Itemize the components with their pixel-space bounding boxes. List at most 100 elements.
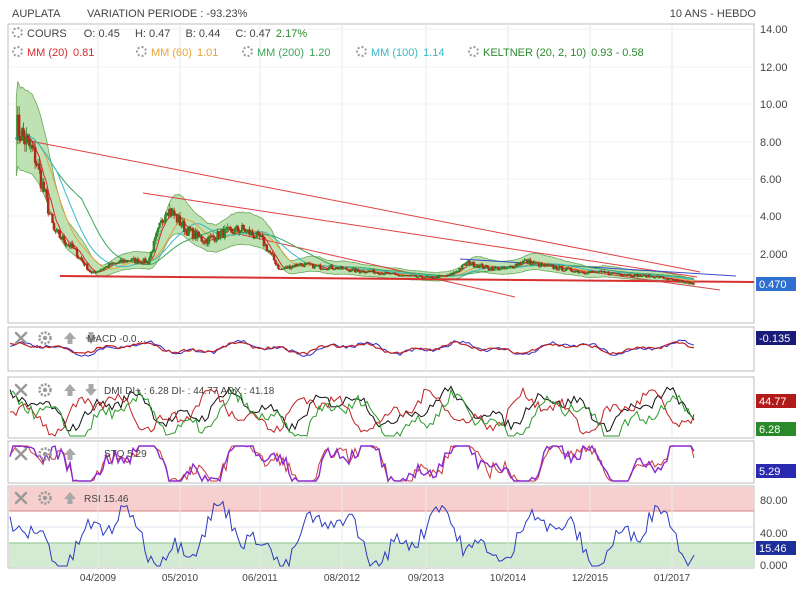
trendline[interactable]	[142, 192, 698, 278]
candle-body	[666, 279, 670, 281]
candle-body	[624, 274, 628, 276]
candle-body	[565, 267, 568, 271]
candle-body	[261, 235, 264, 238]
arrow-up-icon[interactable]	[64, 492, 76, 504]
candle-body	[278, 268, 282, 270]
candle-body	[505, 266, 509, 269]
candle-body	[689, 282, 693, 284]
candle-body	[673, 279, 677, 281]
candle-body	[380, 273, 383, 275]
candle-body	[103, 267, 106, 269]
candle-body	[430, 276, 434, 278]
arrow-up-icon[interactable]	[64, 384, 76, 396]
trendline[interactable]	[459, 258, 737, 277]
candle-body	[530, 261, 534, 265]
candle-body	[432, 276, 435, 279]
gear-icon[interactable]	[242, 46, 253, 57]
candle-body	[246, 229, 250, 231]
candle-body	[94, 272, 98, 274]
indicator-label: KELTNER (20, 2, 10)	[483, 47, 587, 59]
candle-body	[333, 269, 337, 271]
close-icon[interactable]	[14, 447, 28, 461]
symbol-title: AUPLATA	[12, 8, 61, 20]
candle-body	[377, 272, 380, 275]
candle-body	[407, 275, 410, 277]
period-label[interactable]: 10 ANS - HEBDO	[669, 8, 756, 20]
gear-icon[interactable]	[136, 46, 147, 57]
candle-body	[581, 271, 584, 273]
indicator-0[interactable]: MM (20) 0.81	[12, 46, 94, 59]
gear-icon[interactable]	[468, 46, 479, 57]
candle-body	[620, 275, 623, 277]
candle-body	[382, 274, 386, 276]
candle-body	[143, 258, 147, 264]
candle-body	[391, 273, 394, 275]
candle-body	[558, 266, 561, 270]
arrow-up-icon[interactable]	[64, 448, 76, 460]
candle-body	[336, 266, 339, 270]
trendline[interactable]	[59, 275, 755, 283]
candle-body	[678, 280, 681, 282]
rsi-y-tick-label: 0.000	[760, 560, 788, 572]
close-icon[interactable]	[14, 331, 28, 345]
candle-body	[256, 231, 260, 233]
x-gridlines	[97, 24, 673, 568]
candle-body	[440, 275, 444, 277]
candle-body	[656, 275, 659, 277]
candle-body	[45, 189, 48, 198]
candle-body	[463, 264, 467, 266]
candle-body	[545, 264, 548, 267]
indicator-4[interactable]: KELTNER (20, 2, 10) 0.93 - 0.58	[468, 46, 644, 59]
candle-body	[184, 229, 187, 232]
y-tick-label: 2.000	[760, 249, 788, 261]
trendline[interactable]	[229, 231, 516, 298]
gear-icon[interactable]	[356, 46, 367, 57]
close-icon[interactable]	[14, 491, 28, 505]
indicator-toolbars[interactable]	[14, 331, 97, 505]
indicator-1[interactable]: MM (60) 1.01	[136, 46, 218, 59]
candle-body	[529, 259, 532, 265]
di-minus-line	[10, 386, 695, 437]
gear-icon[interactable]	[38, 447, 52, 461]
candle-body	[524, 259, 528, 261]
candle-body	[209, 236, 212, 238]
arrow-down-icon[interactable]	[85, 332, 97, 344]
candle-body	[527, 259, 531, 264]
candle-body	[313, 265, 316, 269]
candle-body	[588, 271, 591, 273]
candle-body	[608, 274, 612, 276]
candle-body	[339, 266, 342, 269]
gear-icon[interactable]	[38, 383, 52, 397]
candle-body	[578, 272, 581, 274]
candle-body	[490, 267, 493, 270]
candle-body	[113, 262, 116, 264]
indicator-label: MM (200)	[257, 47, 305, 59]
candle-body	[492, 266, 496, 271]
candle-body	[517, 262, 520, 266]
price-last-badge-text: 0.470	[759, 279, 787, 291]
candle-body	[327, 266, 331, 270]
arrow-down-icon[interactable]	[85, 384, 97, 396]
candle-body	[378, 274, 381, 276]
candle-body	[629, 274, 632, 277]
candle-body	[225, 228, 228, 230]
close-icon[interactable]	[14, 383, 28, 397]
trendline[interactable]	[14, 137, 701, 273]
indicator-2[interactable]: MM (200) 1.20	[242, 46, 330, 59]
candle-body	[534, 261, 538, 264]
arrow-up-icon[interactable]	[64, 332, 76, 344]
candle-body	[86, 263, 89, 270]
candle-body	[482, 268, 486, 270]
indicator-3[interactable]: MM (100) 1.14	[356, 46, 444, 59]
gear-icon[interactable]	[38, 331, 52, 345]
gear-icon[interactable]	[12, 27, 23, 38]
gear-icon[interactable]	[38, 491, 52, 505]
candle-body	[31, 144, 34, 149]
candle-body	[200, 236, 203, 242]
candle-body	[35, 162, 38, 166]
high-value: H: 0.47	[134, 28, 171, 40]
gear-icon[interactable]	[12, 46, 23, 57]
candle-body	[109, 263, 112, 266]
candle-body	[368, 270, 371, 272]
